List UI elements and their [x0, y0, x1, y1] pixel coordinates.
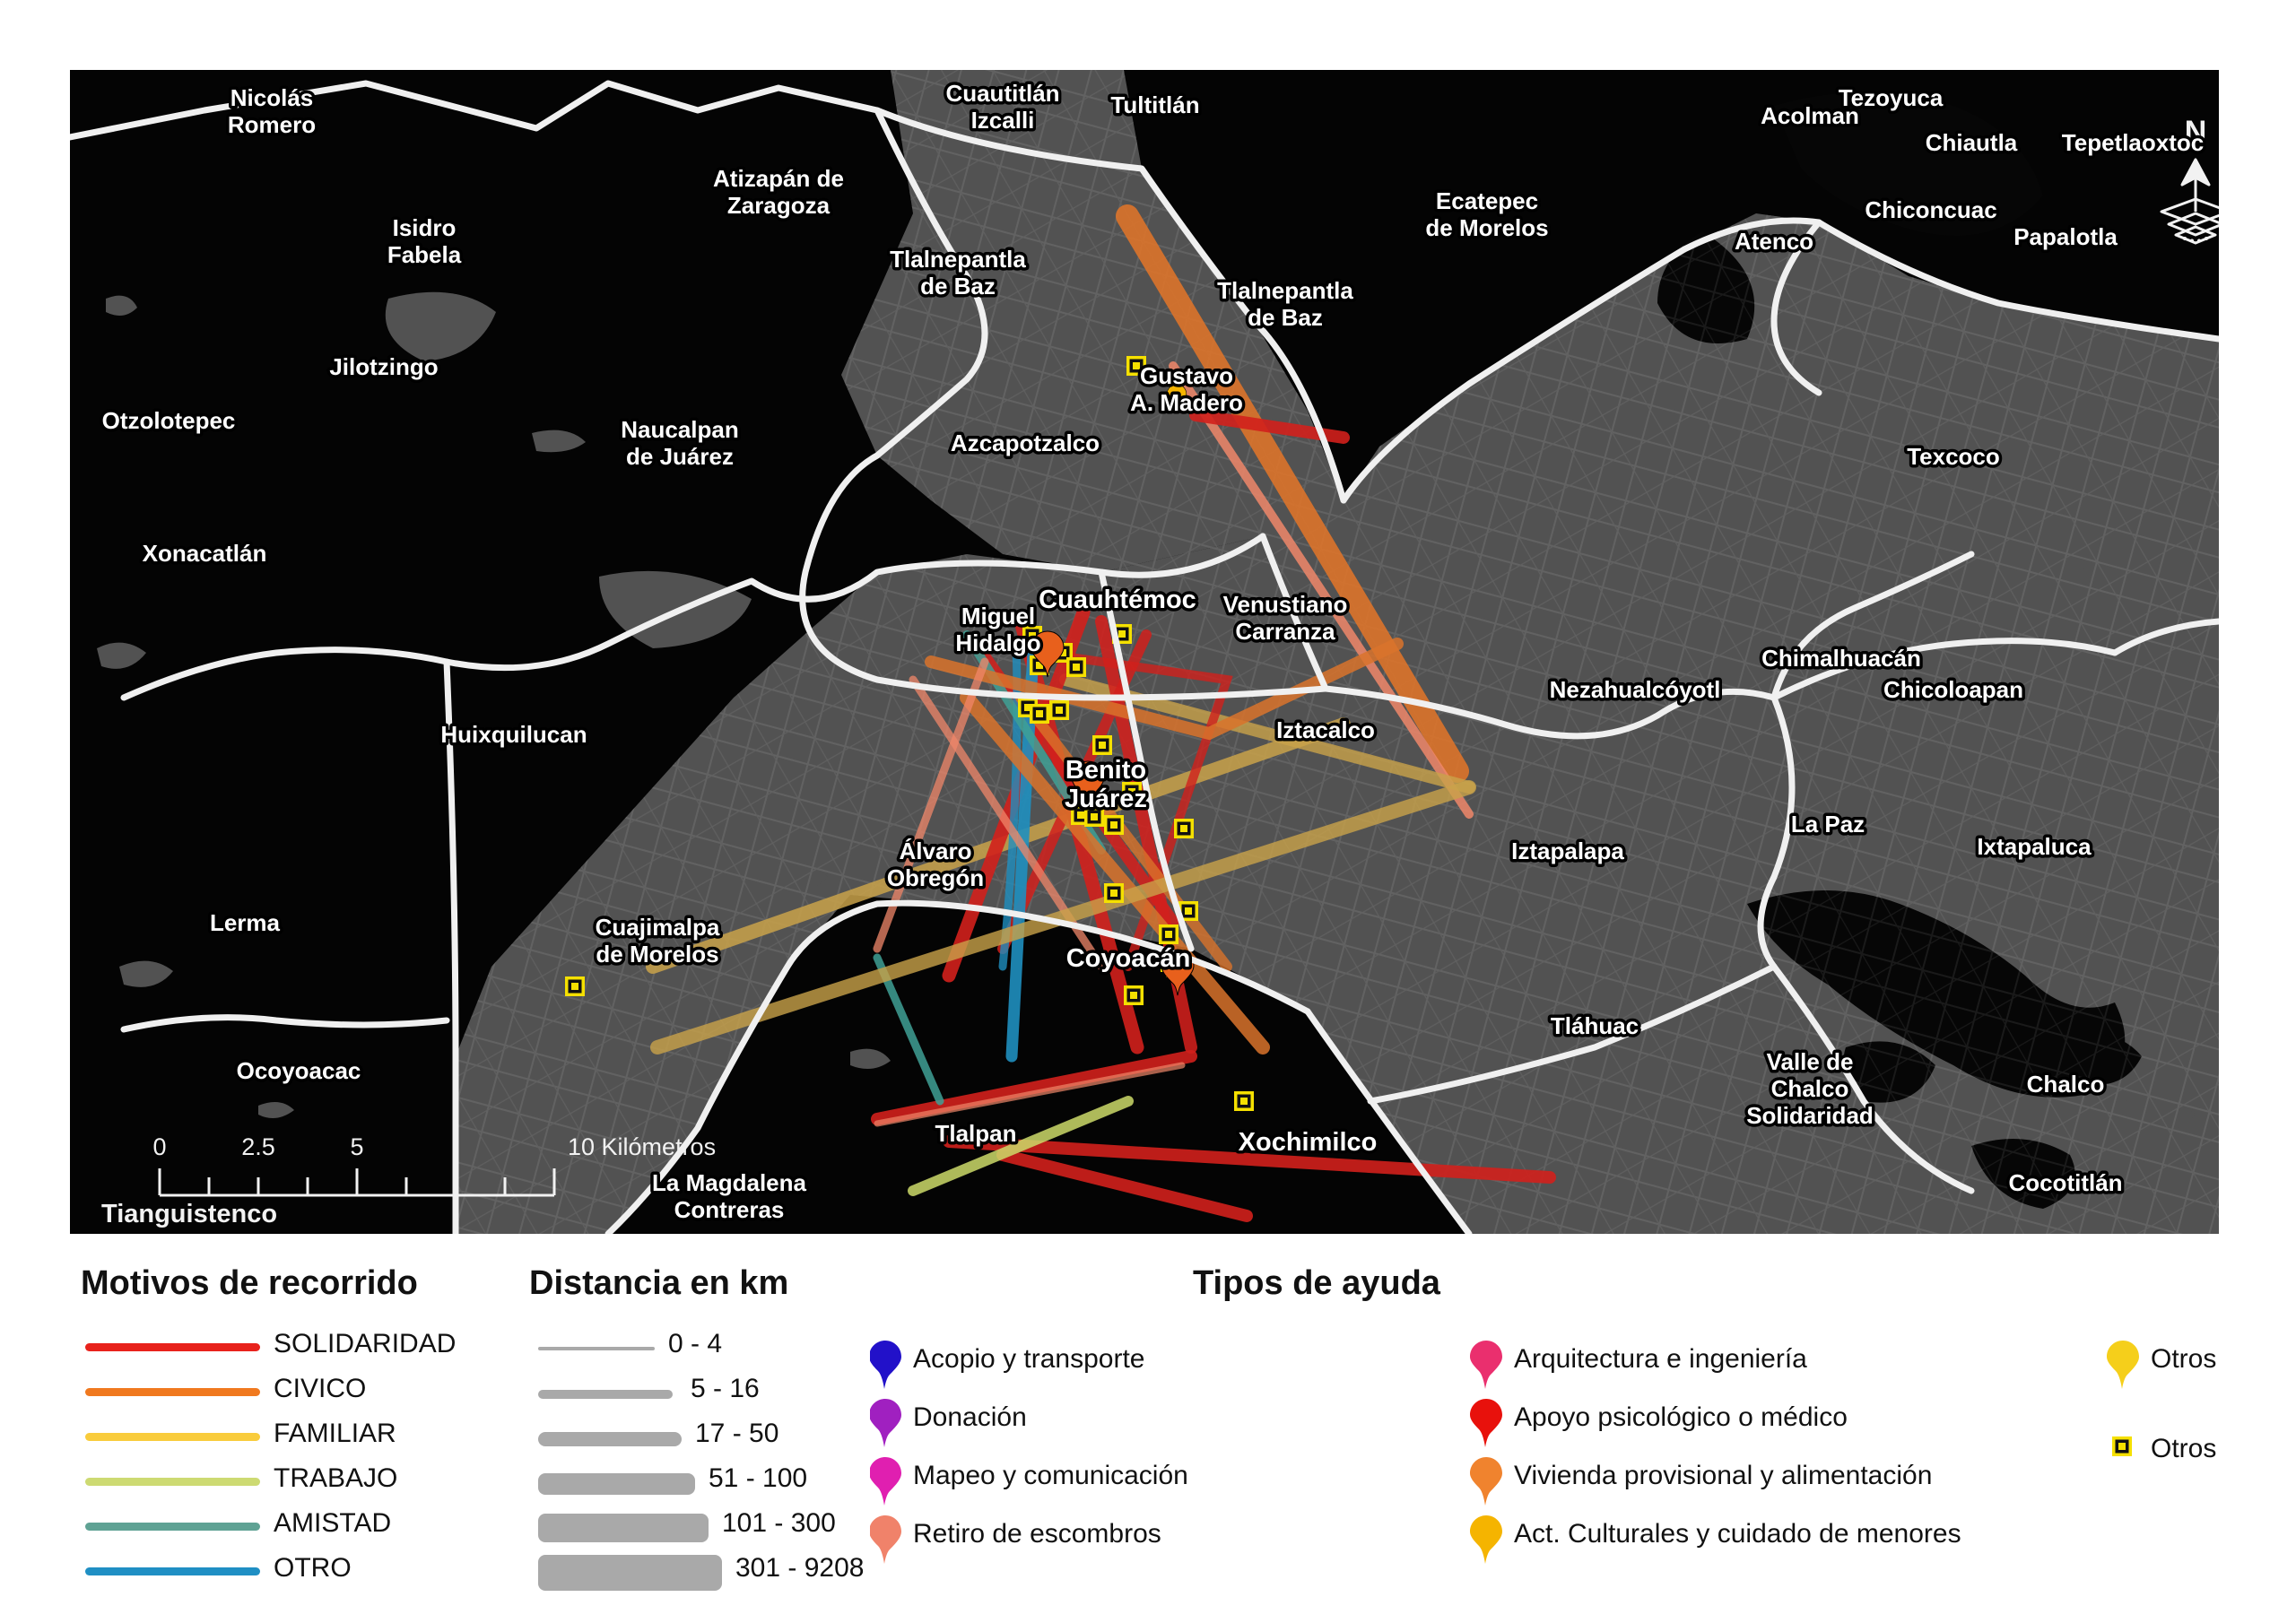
- svg-text:Arquitectura e ingeniería: Arquitectura e ingeniería: [1514, 1344, 1807, 1374]
- svg-text:Iztacalco: Iztacalco: [1276, 716, 1375, 743]
- svg-text:Chiautla: Chiautla: [1926, 129, 2018, 156]
- svg-text:Juárez: Juárez: [1065, 785, 1147, 813]
- svg-text:Ocoyoacac: Ocoyoacac: [237, 1057, 361, 1084]
- svg-text:La Paz: La Paz: [1791, 811, 1865, 838]
- svg-text:Obregón: Obregón: [887, 864, 984, 891]
- svg-text:de Baz: de Baz: [920, 273, 996, 299]
- svg-text:Nezahualcóyotl: Nezahualcóyotl: [1550, 676, 1721, 703]
- svg-text:Izcalli: Izcalli: [971, 107, 1035, 134]
- svg-text:5: 5: [350, 1133, 363, 1160]
- svg-text:Venustiano: Venustiano: [1223, 591, 1348, 618]
- svg-text:Cuauhtémoc: Cuauhtémoc: [1039, 586, 1196, 614]
- svg-text:Tezoyuca: Tezoyuca: [1839, 84, 1944, 111]
- svg-text:Otros: Otros: [2151, 1344, 2216, 1374]
- svg-text:Álvaro: Álvaro: [900, 838, 972, 864]
- svg-text:Chicoloapan: Chicoloapan: [1883, 676, 2023, 703]
- svg-text:La Magdalena: La Magdalena: [652, 1169, 806, 1196]
- svg-text:0: 0: [152, 1133, 166, 1160]
- svg-text:Tianguistenco: Tianguistenco: [101, 1200, 277, 1228]
- svg-text:Solidaridad: Solidaridad: [1746, 1102, 1874, 1129]
- svg-text:A. Madero: A. Madero: [1130, 389, 1243, 416]
- svg-text:Act. Culturales y cuidado de m: Act. Culturales y cuidado de menores: [1514, 1519, 1961, 1549]
- svg-text:Tultitlán: Tultitlán: [1110, 91, 1199, 118]
- svg-text:de Juárez: de Juárez: [626, 443, 734, 470]
- svg-text:Mapeo y comunicación: Mapeo y comunicación: [913, 1461, 1188, 1490]
- svg-text:Azcapotzalco: Azcapotzalco: [951, 430, 1100, 456]
- svg-text:de Baz: de Baz: [1248, 304, 1323, 331]
- svg-text:Apoyo psicológico o médico: Apoyo psicológico o médico: [1514, 1402, 1848, 1432]
- svg-text:Cuajimalpa: Cuajimalpa: [596, 914, 720, 941]
- svg-text:Cuautitlán: Cuautitlán: [945, 80, 1059, 107]
- svg-text:Iztapalapa: Iztapalapa: [1511, 838, 1624, 864]
- svg-text:de Morelos: de Morelos: [596, 941, 718, 968]
- svg-text:Zaragoza: Zaragoza: [727, 192, 831, 219]
- svg-text:Tlalnepantla: Tlalnepantla: [890, 246, 1026, 273]
- svg-text:Acopio y transporte: Acopio y transporte: [913, 1344, 1144, 1374]
- svg-text:Papalotla: Papalotla: [2013, 223, 2118, 250]
- svg-text:Fabela: Fabela: [387, 241, 462, 268]
- svg-text:Nicolás: Nicolás: [230, 84, 314, 111]
- svg-text:Cocotitlán: Cocotitlán: [2008, 1169, 2122, 1196]
- svg-text:Benito: Benito: [1065, 756, 1146, 785]
- svg-text:Gustavo: Gustavo: [1140, 362, 1233, 389]
- svg-text:Lerma: Lerma: [210, 909, 281, 936]
- svg-text:Chimalhuacán: Chimalhuacán: [1761, 645, 1921, 672]
- svg-text:de Morelos: de Morelos: [1425, 214, 1548, 241]
- svg-text:Valle de: Valle de: [1767, 1048, 1854, 1075]
- svg-text:Carranza: Carranza: [1235, 618, 1335, 645]
- svg-text:Vivienda provisional y aliment: Vivienda provisional y alimentación: [1514, 1461, 1932, 1490]
- svg-text:Atizapán de: Atizapán de: [713, 165, 844, 192]
- svg-text:Donación: Donación: [913, 1402, 1027, 1432]
- svg-text:Xochimilco: Xochimilco: [1239, 1128, 1378, 1157]
- svg-text:Tepetlaoxtoc: Tepetlaoxtoc: [2062, 129, 2204, 156]
- svg-text:2.5: 2.5: [241, 1133, 275, 1160]
- svg-text:Atenco: Atenco: [1735, 228, 1813, 255]
- svg-text:Hidalgo: Hidalgo: [955, 629, 1040, 656]
- svg-text:Tláhuac: Tláhuac: [1551, 1012, 1639, 1039]
- svg-text:Ecatepec: Ecatepec: [1436, 187, 1538, 214]
- svg-text:Jilotzingo: Jilotzingo: [329, 353, 438, 380]
- svg-text:Chalco: Chalco: [2027, 1071, 2105, 1098]
- svg-text:Xonacatlán: Xonacatlán: [143, 540, 267, 567]
- svg-text:Retiro de escombros: Retiro de escombros: [913, 1519, 1161, 1549]
- svg-text:Naucalpan: Naucalpan: [621, 416, 739, 443]
- svg-text:Otzolotepec: Otzolotepec: [102, 407, 236, 434]
- svg-text:Romero: Romero: [228, 111, 316, 138]
- svg-text:Chalco: Chalco: [1771, 1075, 1849, 1102]
- svg-text:Coyoacán: Coyoacán: [1066, 944, 1191, 973]
- svg-text:Otros: Otros: [2151, 1434, 2216, 1463]
- svg-text:Ixtapaluca: Ixtapaluca: [1977, 833, 2092, 860]
- svg-text:Tlalpan: Tlalpan: [935, 1120, 1016, 1147]
- svg-text:Contreras: Contreras: [674, 1196, 785, 1223]
- svg-text:Chiconcuac: Chiconcuac: [1865, 196, 1996, 223]
- svg-text:Miguel: Miguel: [961, 603, 1035, 629]
- svg-text:Texcoco: Texcoco: [1907, 443, 2000, 470]
- svg-text:Tlalnepantla: Tlalnepantla: [1217, 277, 1353, 304]
- svg-text:Huixquilucan: Huixquilucan: [440, 721, 587, 748]
- svg-text:Isidro: Isidro: [393, 214, 457, 241]
